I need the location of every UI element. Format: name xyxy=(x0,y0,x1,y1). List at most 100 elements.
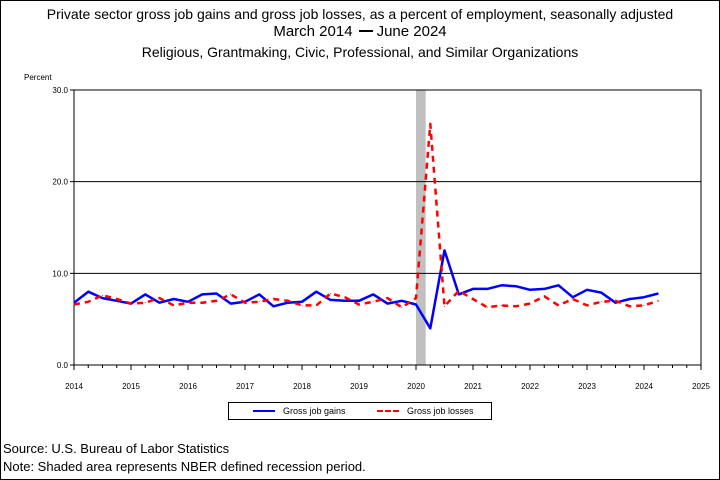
legend-swatch-gains xyxy=(253,409,275,412)
data-point-gains xyxy=(529,289,531,291)
data-point-gains xyxy=(159,302,160,304)
data-point-losses xyxy=(615,300,616,302)
data-point-gains xyxy=(429,327,431,329)
data-point-gains xyxy=(201,293,203,295)
data-point-losses xyxy=(102,294,103,296)
data-point-gains xyxy=(116,300,118,302)
legend-label-gains: Gross job gains xyxy=(283,406,346,416)
data-point-losses xyxy=(358,304,360,305)
data-point-gains xyxy=(387,303,388,305)
data-point-gains xyxy=(73,302,75,304)
data-point-losses xyxy=(572,298,574,300)
axis-layer: 0.0 10.0 20.0 30.0 2014 2015 2016 2017 2018 2019 2… xyxy=(52,86,710,391)
data-point-losses xyxy=(187,302,189,304)
legend-swatch-losses xyxy=(377,409,399,412)
data-point-gains xyxy=(273,305,274,307)
recession-layer xyxy=(416,90,426,365)
data-point-gains xyxy=(444,249,445,251)
series-layer xyxy=(73,122,659,330)
y-tick-label: 20.0 xyxy=(52,178,68,187)
chart-title: Private sector gross job gains and gross… xyxy=(46,6,674,22)
data-point-losses xyxy=(73,304,75,305)
data-point-gains xyxy=(486,288,488,290)
data-point-losses xyxy=(244,302,246,304)
data-point-gains xyxy=(258,293,260,295)
data-point-losses xyxy=(472,298,474,300)
date-range-start: March 2014 xyxy=(273,23,353,40)
plot-area-border xyxy=(73,89,702,366)
y-tick-label: 0.0 xyxy=(57,361,69,370)
x-tick-label: 2025 xyxy=(692,382,710,391)
data-point-gains xyxy=(572,296,574,298)
x-tick-label: 2016 xyxy=(179,382,197,391)
data-point-losses xyxy=(230,293,232,295)
chart-subtitle: Religious, Grantmaking, Civic, Professio… xyxy=(141,44,579,60)
data-point-losses xyxy=(657,300,659,302)
data-point-gains xyxy=(501,284,502,286)
data-point-losses xyxy=(287,300,289,302)
y-tick-label: 10.0 xyxy=(52,269,68,278)
data-point-losses xyxy=(344,296,346,298)
data-point-losses xyxy=(315,304,317,306)
x-tick-label: 2018 xyxy=(293,382,311,391)
recession-note: Note: Shaded area represents NBER define… xyxy=(3,459,366,474)
series-line-losses xyxy=(73,122,659,309)
data-point-losses xyxy=(558,304,559,306)
data-point-losses xyxy=(643,304,645,306)
x-tick-label: 2019 xyxy=(350,382,368,391)
data-point-gains xyxy=(173,298,175,300)
x-tick-label: 2022 xyxy=(521,382,539,391)
data-point-gains xyxy=(558,284,559,286)
recession-shading xyxy=(416,90,426,365)
legend-item-gains: Gross job gains xyxy=(253,406,346,416)
line-chart: 0.0 10.0 20.0 30.0 2014 2015 2016 2017 2018 2019 2… xyxy=(24,73,710,391)
x-tick-label: 2020 xyxy=(407,382,425,391)
data-point-gains xyxy=(372,293,374,295)
data-point-losses xyxy=(543,295,545,297)
x-tick-label: 2023 xyxy=(578,382,596,391)
data-point-losses xyxy=(415,297,417,299)
data-point-gains xyxy=(615,302,616,304)
data-point-gains xyxy=(287,302,289,304)
data-point-gains xyxy=(472,288,474,290)
em-dash-glyph xyxy=(358,30,373,33)
data-point-losses xyxy=(629,305,631,307)
data-point-gains xyxy=(543,288,545,290)
data-point-losses xyxy=(515,305,517,307)
data-point-losses xyxy=(401,306,403,308)
x-tick-label: 2017 xyxy=(236,382,254,391)
data-point-gains xyxy=(600,292,602,294)
grid-layer xyxy=(74,181,701,274)
data-point-gains xyxy=(102,297,103,299)
data-point-gains xyxy=(87,291,89,293)
data-point-gains xyxy=(330,299,331,301)
legend: Gross job gains Gross job losses xyxy=(228,402,492,420)
data-point-losses xyxy=(586,304,588,306)
data-point-gains xyxy=(657,293,659,294)
x-tick-label: 2015 xyxy=(122,382,140,391)
data-point-losses xyxy=(486,306,488,308)
data-point-gains xyxy=(515,285,517,287)
date-range-end: June 2024 xyxy=(376,23,447,40)
data-point-losses xyxy=(529,303,531,305)
data-point-losses xyxy=(458,290,460,292)
data-point-losses xyxy=(173,304,175,306)
series-line-gains xyxy=(73,249,659,330)
data-point-losses xyxy=(201,302,203,304)
data-point-losses xyxy=(87,301,89,303)
data-point-gains xyxy=(315,291,317,293)
data-point-losses xyxy=(216,300,217,302)
data-point-gains xyxy=(415,304,417,305)
data-point-losses xyxy=(273,298,274,300)
x-tick-label: 2014 xyxy=(65,382,83,391)
data-point-gains xyxy=(187,301,189,303)
data-point-losses xyxy=(387,297,388,299)
x-tick-label: 2024 xyxy=(635,382,653,391)
data-point-gains xyxy=(586,289,588,291)
source-note: Source: U.S. Bureau of Labor Statistics xyxy=(3,441,230,456)
data-point-gains xyxy=(344,300,346,302)
data-point-losses xyxy=(600,301,602,303)
data-point-losses xyxy=(330,293,331,294)
y-axis-label: Percent xyxy=(24,73,52,82)
data-point-gains xyxy=(230,303,232,305)
